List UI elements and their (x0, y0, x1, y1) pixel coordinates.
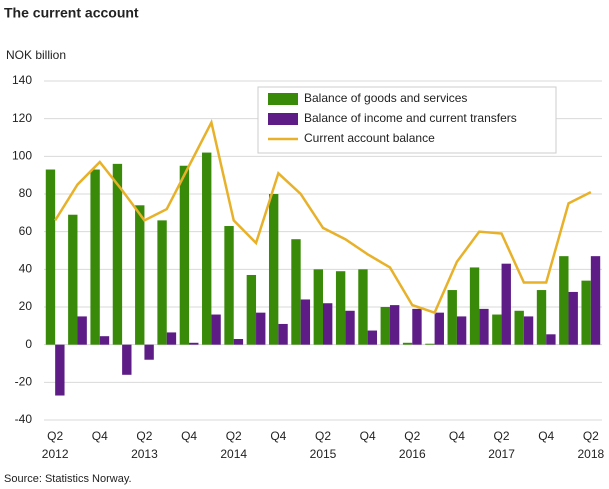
bar (514, 310, 524, 345)
chart-title: The current account (4, 5, 139, 21)
bar (135, 205, 145, 345)
bar (224, 226, 234, 345)
bar (568, 291, 578, 345)
source: Source: Statistics Norway. (4, 473, 132, 485)
bar (447, 290, 457, 345)
bar (523, 316, 534, 345)
bar (559, 256, 569, 345)
x-year-label: 2014 (220, 447, 247, 461)
x-tick-label: Q4 (538, 429, 554, 443)
bar (122, 344, 132, 375)
bar (112, 163, 123, 345)
bar (358, 269, 368, 345)
bar (77, 316, 87, 345)
bar (380, 307, 390, 345)
bar (300, 299, 311, 345)
bar (313, 269, 323, 345)
legend-label: Current account balance (304, 131, 435, 145)
y-tick-label: -20 (15, 375, 33, 389)
legend-swatch (268, 113, 298, 125)
bar (166, 332, 177, 345)
bar (99, 336, 110, 345)
x-tick-label: Q2 (404, 429, 420, 443)
bar (367, 330, 378, 345)
y-axis-label: NOK billion (6, 48, 66, 62)
y-tick-label: 20 (19, 299, 33, 313)
y-tick-label: 60 (19, 224, 33, 238)
y-tick-label: 80 (19, 186, 33, 200)
x-tick-label: Q4 (270, 429, 286, 443)
bar (189, 342, 199, 345)
x-tick-label: Q4 (181, 429, 197, 443)
bar (590, 256, 601, 345)
x-tick-label: Q2 (47, 429, 63, 443)
x-year-label: 2016 (399, 447, 426, 461)
x-tick-label: Q2 (494, 429, 510, 443)
bar (492, 314, 502, 345)
bar (278, 323, 288, 345)
bar (412, 308, 422, 345)
legend-label: Balance of goods and services (304, 91, 467, 105)
x-tick-label: Q2 (226, 429, 242, 443)
y-tick-label: 120 (12, 111, 32, 125)
bar (501, 263, 511, 345)
x-year-label: 2018 (577, 447, 604, 461)
bar (246, 274, 257, 345)
bar (581, 280, 591, 345)
x-tick-label: Q4 (92, 429, 108, 443)
x-year-label: 2015 (310, 447, 337, 461)
bar (469, 267, 480, 345)
y-tick-label: 140 (12, 73, 32, 87)
line (54, 118, 592, 315)
bar (479, 308, 489, 345)
x-tick-label: Q4 (360, 429, 376, 443)
x-year-label: 2017 (488, 447, 515, 461)
bar (202, 152, 212, 345)
x-year-label: 2012 (42, 447, 69, 461)
x-tick-label: Q2 (136, 429, 152, 443)
marks (45, 118, 601, 396)
bar (90, 169, 100, 345)
bar (268, 194, 279, 345)
bar (389, 305, 400, 345)
bar (425, 343, 435, 345)
bar (68, 214, 78, 345)
legend-swatch (268, 93, 298, 105)
bar (536, 290, 547, 345)
bar (45, 169, 56, 345)
x-tick-label: Q2 (315, 429, 331, 443)
bar (345, 310, 355, 345)
bar (402, 342, 413, 345)
bar (434, 312, 444, 345)
bar (546, 334, 556, 345)
bar (291, 239, 301, 345)
bar (179, 165, 190, 345)
y-tick-label: 100 (12, 149, 32, 163)
bar (144, 344, 154, 360)
legend-box (257, 86, 557, 154)
y-tick-label: 0 (25, 337, 32, 351)
bar (335, 271, 346, 345)
y-tick-label: -40 (15, 412, 33, 426)
bar (456, 316, 467, 345)
y-tick-label: 40 (19, 262, 33, 276)
bar (233, 339, 244, 345)
legend: Balance of goods and services Balance of … (257, 86, 557, 154)
x-tick-label: Q4 (449, 429, 465, 443)
bar (211, 314, 221, 345)
x-year-label: 2013 (131, 447, 158, 461)
legend-label: Balance of income and current transfers (304, 111, 517, 125)
bar (157, 220, 167, 345)
bar (55, 344, 65, 396)
bar (323, 303, 333, 345)
bar (256, 312, 266, 345)
x-tick-label: Q2 (583, 429, 599, 443)
